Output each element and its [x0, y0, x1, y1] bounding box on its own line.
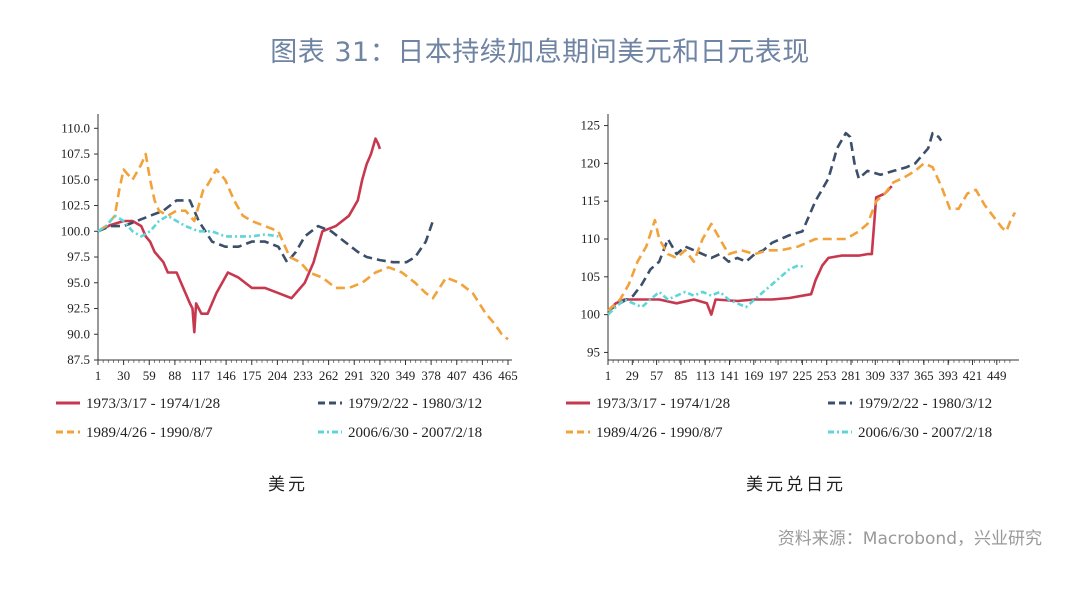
x-tick-label: 88 [168, 368, 181, 383]
series-line-3 [97, 152, 509, 341]
x-tick-label: 204 [268, 368, 288, 383]
x-tick-label: 309 [866, 368, 886, 383]
series-line-2 [607, 131, 943, 312]
y-tick-label: 100 [581, 307, 601, 322]
chart-usdjpy: 125 120 115 110 105 100 95 1 29 57 85 113 141 169 197 2… [560, 100, 1060, 450]
x-tick-label: 291 [345, 368, 365, 383]
chart-usdjpy-svg: 125 120 115 110 105 100 95 1 29 57 85 113 141 169 197 2… [566, 114, 1019, 441]
x-tick-label: 465 [498, 368, 518, 383]
series-line-1 [607, 185, 893, 316]
x-tick-label: 281 [841, 368, 861, 383]
chart-usd-index: 110.0 107.5 105.0 102.5 100.0 97.5 95.0 92.5 90.… [30, 100, 530, 450]
series-line-4 [97, 214, 279, 238]
legend-label-1: 1973/3/17 - 1974/1/28 [86, 396, 220, 412]
y-tick-label: 105.0 [61, 172, 90, 187]
x-tick-label: 320 [370, 368, 390, 383]
x-tick-label: 85 [674, 368, 687, 383]
x-tick-label: 253 [817, 368, 837, 383]
x-tick-label: 225 [793, 368, 813, 383]
page-title: 图表 31：日本持续加息期间美元和日元表现 [270, 37, 810, 68]
y-tick-label: 92.5 [67, 301, 90, 316]
x-tick-label: 449 [987, 368, 1007, 383]
y-tick-label: 105 [581, 269, 601, 284]
x-tick-label: 233 [293, 368, 313, 383]
source-note: 资料来源：Macrobond，兴业研究 [777, 529, 1042, 549]
x-tick-label: 197 [768, 368, 788, 383]
chart-usd-index-caption: 美元 [268, 475, 308, 494]
x-tick-label: 146 [216, 368, 236, 383]
y-tick-label: 95 [587, 344, 600, 359]
y-tick-label: 110 [581, 231, 600, 246]
y-tick-label: 125 [581, 118, 601, 133]
x-tick-label: 113 [696, 368, 715, 383]
y-tick-label: 102.5 [61, 198, 90, 213]
x-tick-label: 141 [720, 368, 740, 383]
legend-label-3: 1989/4/26 - 1990/8/7 [596, 425, 723, 441]
series-line-3 [607, 162, 1017, 312]
legend-label-2: 1979/2/22 - 1980/3/12 [348, 396, 482, 412]
x-tick-label: 421 [963, 368, 983, 383]
chart-usd-index-svg: 110.0 107.5 105.0 102.5 100.0 97.5 95.0 92.5 90.… [56, 114, 518, 441]
y-tick-label: 87.5 [67, 352, 90, 367]
series-line-2 [97, 199, 435, 264]
y-tick-label: 90.0 [67, 326, 90, 341]
x-tick-label: 169 [744, 368, 764, 383]
legend-label-4: 2006/6/30 - 2007/2/18 [858, 425, 992, 441]
x-tick-label: 378 [421, 368, 441, 383]
x-tick-label: 30 [117, 368, 130, 383]
x-tick-label: 262 [319, 368, 339, 383]
x-tick-label: 436 [473, 368, 493, 383]
legend-label-3: 1989/4/26 - 1990/8/7 [86, 425, 213, 441]
y-tick-label: 110.0 [61, 120, 90, 135]
x-tick-label: 407 [447, 368, 467, 383]
x-tick-label: 175 [242, 368, 262, 383]
x-tick-label: 393 [938, 368, 958, 383]
x-tick-label: 365 [914, 368, 934, 383]
series-line-4 [607, 264, 806, 316]
x-tick-label: 59 [143, 368, 156, 383]
legend-label-2: 1979/2/22 - 1980/3/12 [858, 396, 992, 412]
x-tick-label: 117 [191, 368, 211, 383]
x-tick-label: 349 [396, 368, 416, 383]
y-tick-label: 120 [581, 155, 601, 170]
legend-label-4: 2006/6/30 - 2007/2/18 [348, 425, 482, 441]
y-tick-label: 95.0 [67, 275, 90, 290]
series-line-1 [97, 137, 382, 334]
x-tick-label: 1 [605, 368, 612, 383]
x-tick-label: 29 [626, 368, 639, 383]
y-tick-label: 97.5 [67, 249, 90, 264]
x-tick-label: 57 [650, 368, 664, 383]
x-tick-label: 1 [95, 368, 102, 383]
x-tick-label: 337 [890, 368, 910, 383]
y-tick-label: 107.5 [61, 146, 90, 161]
legend-label-1: 1973/3/17 - 1974/1/28 [596, 396, 730, 412]
y-tick-label: 115 [581, 193, 600, 208]
chart-usdjpy-caption: 美元兑日元 [746, 475, 846, 494]
y-tick-label: 100.0 [61, 223, 90, 238]
